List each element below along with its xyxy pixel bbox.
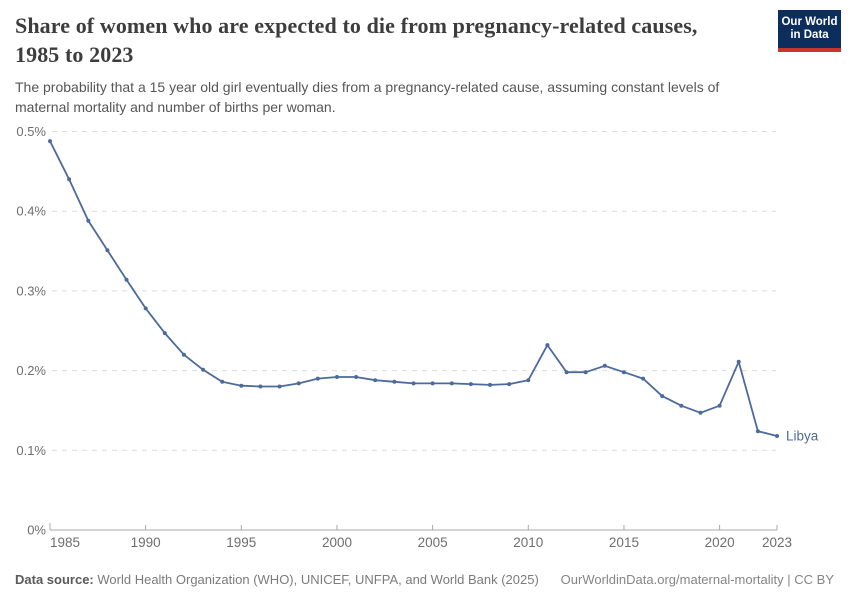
y-tick-label: 0.1% [16, 443, 46, 458]
data-point [755, 429, 760, 434]
data-point [373, 378, 378, 383]
data-point [698, 410, 703, 415]
x-axis: 1985 1990 1995 2000 2005 2010 2015 2020 2023 [49, 523, 792, 550]
y-tick-label: 0.3% [16, 283, 46, 298]
data-point [86, 218, 91, 223]
data-point [717, 403, 722, 408]
chart-footer: Data source: World Health Organization (… [15, 572, 834, 587]
x-tick-label: 2010 [513, 535, 543, 550]
y-tick-label: 0.5% [16, 124, 46, 139]
y-tick-label: 0% [27, 523, 46, 538]
data-source-note: Data source: World Health Organization (… [15, 572, 539, 587]
owid-logo[interactable]: Our World in Data [778, 10, 841, 52]
data-point [641, 376, 646, 381]
owid-url-license-link[interactable]: OurWorldinData.org/maternal-mortality | … [560, 572, 834, 587]
data-point [545, 343, 550, 348]
x-tick-label: 1990 [131, 535, 161, 550]
x-tick-label: 2015 [609, 535, 639, 550]
x-tick-label: 2023 [762, 535, 792, 550]
data-point [430, 381, 435, 386]
data-point [564, 370, 569, 375]
data-point [315, 376, 320, 381]
data-point [239, 383, 244, 388]
data-source-text: World Health Organization (WHO), UNICEF,… [97, 572, 539, 587]
data-point [679, 403, 684, 408]
data-point [449, 381, 454, 386]
y-tick-label: 0.2% [16, 363, 46, 378]
data-point [105, 248, 110, 253]
data-point [143, 306, 148, 311]
data-point [162, 331, 167, 336]
x-tick-label: 1985 [50, 535, 80, 550]
series-line [49, 140, 778, 437]
series-libya[interactable] [48, 139, 779, 438]
data-point [220, 379, 225, 384]
entity-label-libya[interactable]: Libya [786, 428, 819, 443]
data-point [201, 367, 206, 372]
x-tick-label: 2020 [705, 535, 735, 550]
owid-logo-line2: in Data [790, 29, 829, 41]
data-point [468, 382, 473, 387]
data-point [258, 384, 263, 389]
data-point [277, 384, 282, 389]
y-tick-label: 0.4% [16, 204, 46, 219]
data-source-label: Data source: [15, 572, 94, 587]
data-point [736, 359, 741, 364]
data-point [48, 139, 52, 144]
x-tick-label: 2000 [322, 535, 352, 550]
data-point [660, 394, 665, 399]
data-point [392, 379, 397, 384]
chart-subtitle: The probability that a 15 year old girl … [15, 79, 720, 115]
data-point [621, 370, 626, 375]
data-point [507, 382, 512, 387]
data-point [181, 352, 186, 357]
data-point [67, 177, 72, 182]
data-point [775, 434, 779, 438]
data-point [488, 382, 492, 387]
data-point [124, 277, 129, 282]
y-axis: 0% 0.1% 0.2% 0.3% 0.4% 0.5% [16, 124, 777, 538]
data-point [296, 381, 301, 386]
data-point [354, 375, 359, 379]
owid-logo-line1: Our World [781, 15, 838, 28]
data-point [602, 363, 607, 368]
data-point [526, 378, 531, 383]
x-tick-label: 2005 [418, 535, 448, 550]
chart-title: Share of women who are expected to die f… [15, 13, 698, 67]
data-point [335, 375, 339, 379]
x-tick-label: 1995 [226, 535, 256, 550]
data-point [583, 370, 588, 375]
data-point [411, 381, 416, 386]
